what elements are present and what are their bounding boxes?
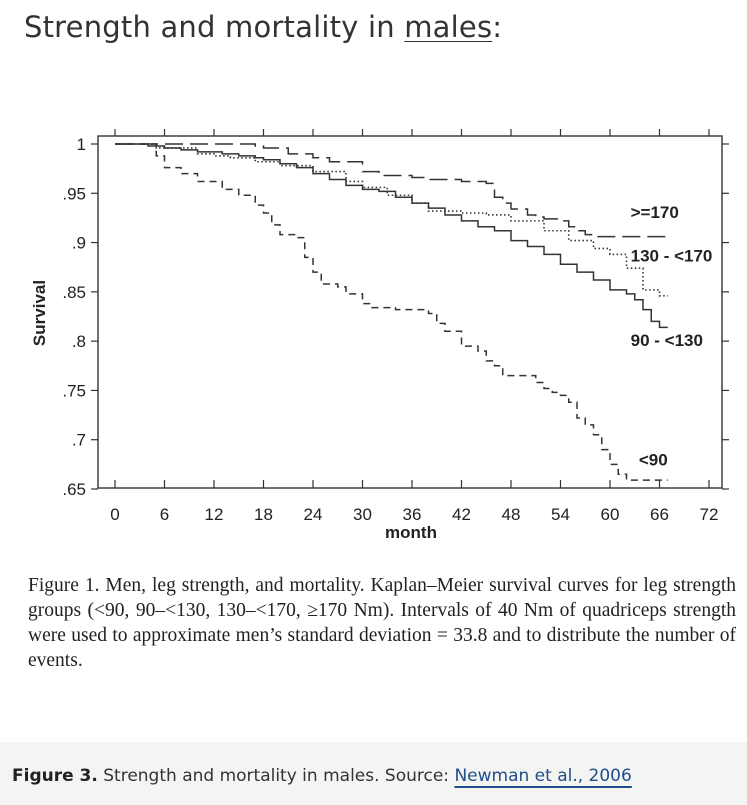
x-tick-label: 0 bbox=[110, 505, 119, 524]
x-tick-label: 42 bbox=[452, 505, 471, 524]
y-tick-label: .85 bbox=[62, 283, 86, 302]
series-line bbox=[115, 143, 668, 238]
plot-frame bbox=[97, 135, 723, 489]
heading-emphasis: males bbox=[404, 10, 493, 44]
x-tick-label: 18 bbox=[254, 505, 273, 524]
curve-labels: >=170 130 - <170 90 - <130 <90 bbox=[631, 203, 713, 469]
x-tick-label: 36 bbox=[403, 505, 422, 524]
x-tick-label: 48 bbox=[502, 505, 521, 524]
footer-text: Strength and mortality in males. Source: bbox=[97, 766, 455, 786]
footer-bar bbox=[0, 742, 747, 805]
curve-label: >=170 bbox=[631, 203, 679, 222]
y-tick-label: .65 bbox=[62, 480, 86, 499]
page-heading: Strength and mortality in males: bbox=[24, 10, 502, 44]
x-tick-label: 24 bbox=[304, 505, 323, 524]
x-tick-label: 66 bbox=[650, 505, 669, 524]
x-tick-label: 30 bbox=[353, 505, 372, 524]
heading-prefix: Strength and mortality in bbox=[24, 10, 405, 44]
y-tick-label: 1 bbox=[77, 135, 86, 154]
axis-ticks: 0 6 12 18 24 30 36 42 48 54 60 66 72 1 .95 .9 .85 .8 .75 .7… bbox=[62, 129, 729, 524]
curve-label: <90 bbox=[639, 450, 668, 469]
y-tick-label: .95 bbox=[62, 184, 86, 203]
x-tick-label: 54 bbox=[551, 505, 570, 524]
x-tick-label: 72 bbox=[700, 505, 719, 524]
y-tick-label: .7 bbox=[72, 431, 86, 450]
survival-chart: 0 6 12 18 24 30 36 42 48 54 60 66 72 1 .95 .9 .85 .8 .75 .7… bbox=[30, 129, 729, 542]
series-line bbox=[115, 143, 668, 329]
survival-curves bbox=[115, 143, 668, 481]
y-tick-label: .8 bbox=[72, 332, 86, 351]
figure-panel bbox=[0, 0, 747, 742]
figure-footer: Figure 3. Strength and mortality in male… bbox=[12, 766, 632, 786]
source-link[interactable]: Newman et al., 2006 bbox=[454, 766, 632, 786]
series-line bbox=[115, 143, 668, 297]
series-line bbox=[115, 143, 668, 481]
curve-label: 90 - <130 bbox=[631, 331, 703, 350]
y-axis-label: Survival bbox=[30, 280, 49, 346]
curve-label: 130 - <170 bbox=[631, 246, 713, 265]
heading-suffix: : bbox=[492, 10, 503, 44]
x-tick-label: 12 bbox=[205, 505, 224, 524]
x-tick-label: 60 bbox=[601, 505, 620, 524]
x-axis-label: month bbox=[385, 523, 437, 542]
figure-caption: Figure 1. Men, leg strength, and mortali… bbox=[28, 575, 736, 671]
y-tick-label: .75 bbox=[62, 381, 86, 400]
y-tick-label: .9 bbox=[72, 234, 86, 253]
x-tick-label: 6 bbox=[160, 505, 169, 524]
footer-label: Figure 3. bbox=[12, 766, 98, 786]
